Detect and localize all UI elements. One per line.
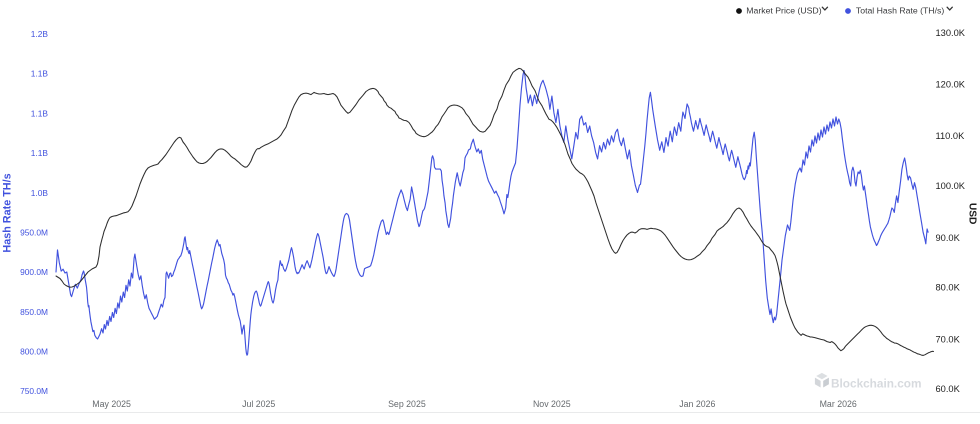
svg-text:Jul 2025: Jul 2025 bbox=[242, 399, 275, 409]
svg-text:80.0K: 80.0K bbox=[936, 283, 961, 293]
svg-text:USD: USD bbox=[967, 203, 978, 225]
svg-text:850.0M: 850.0M bbox=[20, 307, 48, 317]
svg-text:Jan 2026: Jan 2026 bbox=[679, 399, 715, 409]
svg-text:90.0K: 90.0K bbox=[936, 233, 961, 243]
svg-text:Sep 2025: Sep 2025 bbox=[388, 399, 426, 409]
svg-text:800.0M: 800.0M bbox=[20, 347, 48, 357]
svg-text:Blockchain.com: Blockchain.com bbox=[831, 377, 921, 391]
svg-text:750.0M: 750.0M bbox=[20, 386, 48, 396]
svg-text:1.1B: 1.1B bbox=[31, 148, 49, 158]
svg-text:130.0K: 130.0K bbox=[936, 28, 966, 38]
svg-text:1.1B: 1.1B bbox=[31, 69, 49, 79]
svg-text:110.0K: 110.0K bbox=[936, 131, 966, 141]
svg-text:60.0K: 60.0K bbox=[936, 384, 961, 394]
svg-text:1.2B: 1.2B bbox=[31, 29, 49, 39]
svg-text:1.1B: 1.1B bbox=[31, 108, 49, 118]
svg-text:950.0M: 950.0M bbox=[20, 227, 48, 237]
svg-text:Total Hash Rate (TH/s): Total Hash Rate (TH/s) bbox=[856, 6, 944, 16]
svg-text:100.0K: 100.0K bbox=[936, 181, 966, 191]
svg-text:1.0B: 1.0B bbox=[31, 188, 49, 198]
svg-text:900.0M: 900.0M bbox=[20, 267, 48, 277]
svg-text:120.0K: 120.0K bbox=[936, 80, 966, 90]
svg-text:Nov 2025: Nov 2025 bbox=[533, 399, 571, 409]
svg-text:Hash Rate TH/s: Hash Rate TH/s bbox=[2, 173, 14, 252]
svg-text:Mar 2026: Mar 2026 bbox=[820, 399, 857, 409]
svg-text:May 2025: May 2025 bbox=[92, 399, 131, 409]
svg-text:Market Price (USD): Market Price (USD) bbox=[746, 6, 821, 16]
svg-text:70.0K: 70.0K bbox=[936, 334, 961, 344]
